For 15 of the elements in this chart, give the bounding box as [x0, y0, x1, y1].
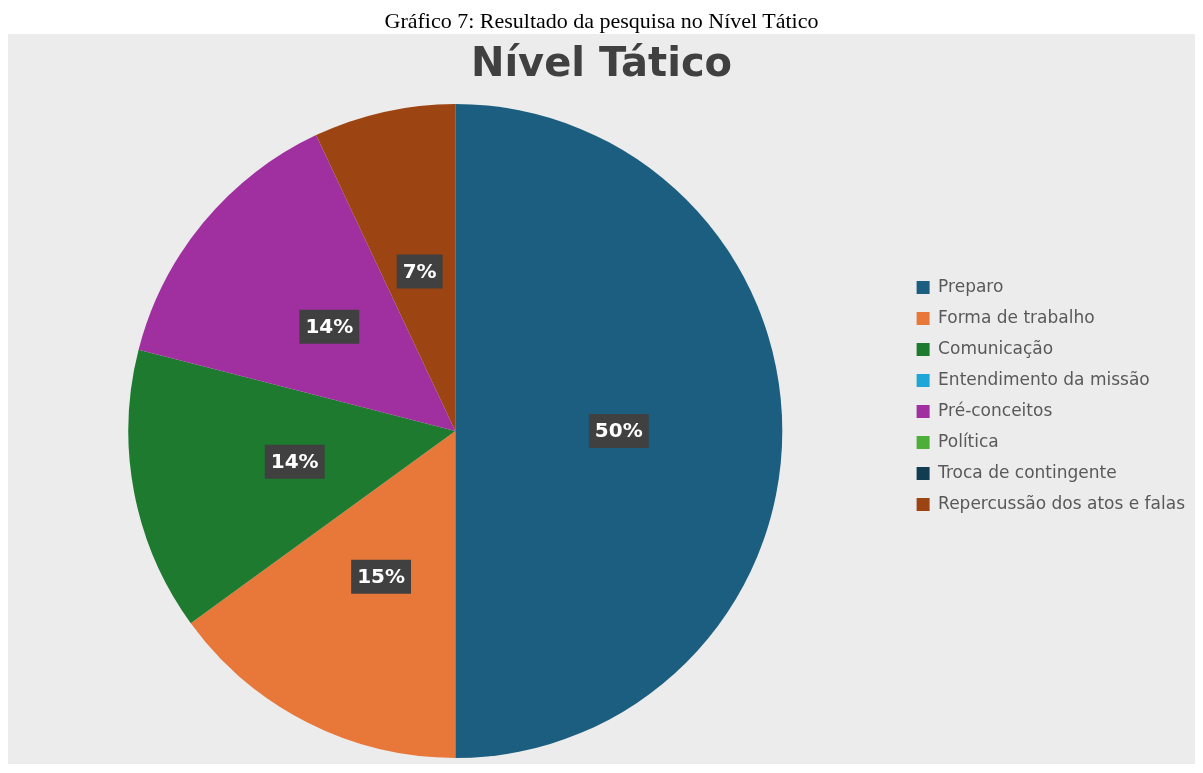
- legend-label: Forma de trabalho: [938, 306, 1095, 327]
- legend-label: Política: [938, 430, 999, 451]
- legend-label: Troca de contingente: [937, 461, 1117, 482]
- legend-label: Preparo: [938, 275, 1004, 296]
- text: Gráfico 7: Resultado da pesquisa no Nível Tático: [383, 8, 820, 34]
- data-label: 14%: [270, 448, 319, 473]
- data-label: 15%: [357, 563, 406, 588]
- legend-label: Repercussão dos atos e falas: [938, 492, 1186, 513]
- legend-label: Comunicação: [938, 337, 1054, 358]
- legend-label: Pré-conceitos: [938, 399, 1053, 420]
- data-label: 50%: [594, 418, 643, 443]
- data-label: 14%: [305, 313, 354, 338]
- chart-title: Nível Tático: [470, 39, 733, 86]
- legend-label: Entendimento da missão: [938, 368, 1150, 389]
- data-label: 7%: [402, 258, 437, 283]
